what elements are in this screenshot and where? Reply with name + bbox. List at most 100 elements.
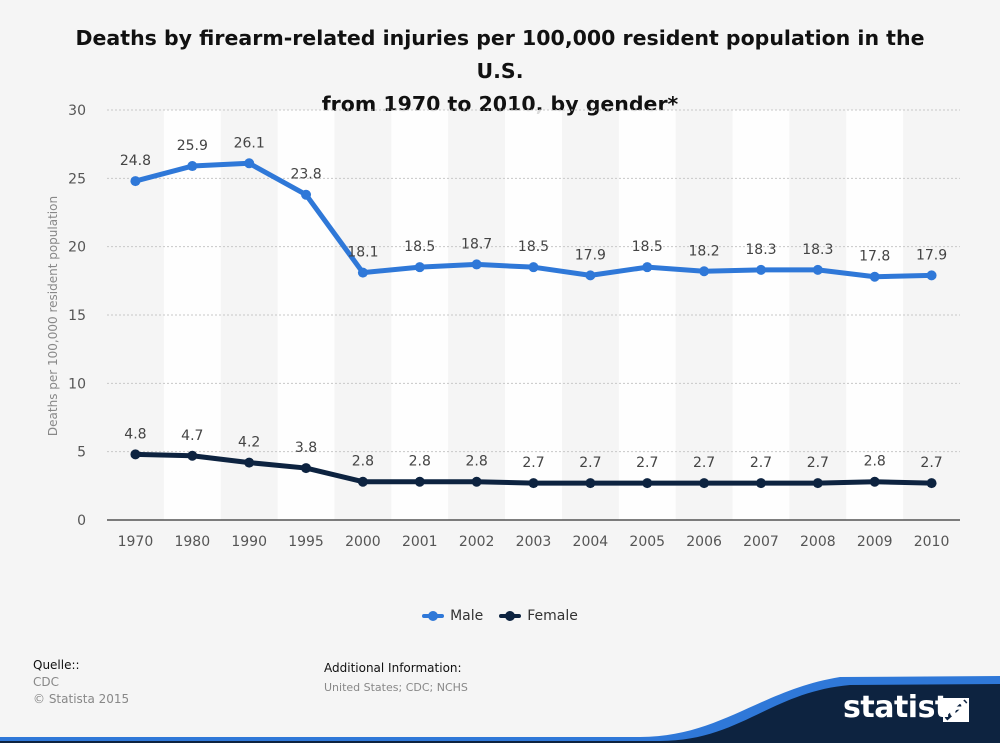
source-heading: Quelle:: xyxy=(33,658,80,672)
data-point xyxy=(699,266,710,277)
data-label: 2.8 xyxy=(352,454,374,470)
data-point xyxy=(414,262,425,273)
series-male: 24.8 25.9 26.1 23.8 18.1 18.5 18.7 18.5 17.9 18.5… xyxy=(120,135,947,282)
data-label: 2.7 xyxy=(807,455,829,471)
x-tick-label: 2005 xyxy=(629,534,665,550)
data-point xyxy=(812,264,823,275)
data-point xyxy=(130,449,141,460)
data-point xyxy=(471,259,482,270)
data-point xyxy=(585,270,596,281)
data-point xyxy=(699,478,710,489)
data-label: 18.5 xyxy=(404,239,435,255)
data-label: 18.3 xyxy=(802,242,833,258)
data-label: 24.8 xyxy=(120,153,151,169)
data-point xyxy=(301,189,312,200)
data-point xyxy=(244,457,255,468)
data-label: 2.8 xyxy=(409,454,431,470)
data-point xyxy=(187,161,198,172)
data-label: 4.7 xyxy=(181,428,203,444)
x-tick-label: 1970 xyxy=(118,534,154,550)
x-tick-label: 2006 xyxy=(686,534,722,550)
data-point xyxy=(414,476,425,487)
data-label: 4.8 xyxy=(124,426,146,442)
data-label: 18.2 xyxy=(689,243,720,259)
data-label: 2.7 xyxy=(579,455,601,471)
additional-info-heading: Additional Information: xyxy=(324,661,462,675)
data-label: 3.8 xyxy=(295,440,317,456)
data-label: 2.7 xyxy=(693,455,715,471)
y-tick-label: 0 xyxy=(77,513,86,529)
legend-item-male[interactable]: Male xyxy=(422,608,483,624)
data-label: 2.8 xyxy=(466,454,488,470)
data-point xyxy=(755,478,766,489)
additional-info-block: Additional Information: United States; C… xyxy=(324,659,468,697)
y-tick-label: 30 xyxy=(68,103,86,119)
chart-title-line-1: Deaths by firearm-related injuries per 1… xyxy=(75,26,925,83)
y-tick-label: 20 xyxy=(68,240,86,256)
data-point xyxy=(357,476,368,487)
data-point xyxy=(528,478,539,489)
data-point xyxy=(642,262,653,273)
data-point xyxy=(755,264,766,275)
x-tick-label: 2007 xyxy=(743,534,779,550)
y-tick-label: 5 xyxy=(77,445,86,461)
data-label: 18.5 xyxy=(632,239,663,255)
series-female: 4.8 4.7 4.2 3.8 2.8 2.8 2.8 2.7 2.7 2.7 2.7 2.7 2.7 2… xyxy=(124,426,943,489)
x-axis-ticks: 1970 1980 1990 1995 2000 2001 2002 2003 2004 2005… xyxy=(118,534,950,550)
legend-item-female[interactable]: Female xyxy=(499,608,578,624)
x-tick-label: 2002 xyxy=(459,534,495,550)
additional-info-text: United States; CDC; NCHS xyxy=(324,681,468,694)
data-point xyxy=(130,176,141,187)
data-label: 2.7 xyxy=(636,455,658,471)
data-label: 17.9 xyxy=(575,247,606,263)
data-point xyxy=(869,476,880,487)
data-label: 17.9 xyxy=(916,247,947,263)
legend-swatch-male xyxy=(422,609,445,623)
data-point xyxy=(642,478,653,489)
statista-logo-icon-slash xyxy=(944,699,968,721)
legend: Male Female xyxy=(0,608,1000,624)
data-point xyxy=(869,271,880,282)
y-tick-label: 25 xyxy=(68,171,86,187)
data-label: 25.9 xyxy=(177,138,208,154)
legend-label-male: Male xyxy=(450,608,484,624)
y-tick-label: 10 xyxy=(68,376,86,392)
data-label: 18.7 xyxy=(461,236,492,252)
statista-logo[interactable]: statista xyxy=(843,690,969,725)
x-tick-label: 1995 xyxy=(288,534,324,550)
data-point xyxy=(926,270,937,281)
y-axis-ticks: 0 5 10 15 20 25 30 xyxy=(68,103,86,529)
data-point xyxy=(926,478,937,489)
data-point xyxy=(585,478,596,489)
source-name[interactable]: CDC xyxy=(33,675,59,689)
x-tick-label: 2009 xyxy=(857,534,893,550)
data-point xyxy=(528,262,539,273)
data-label: 2.7 xyxy=(522,455,544,471)
legend-swatch-female xyxy=(499,609,522,623)
x-tick-label: 2004 xyxy=(573,534,609,550)
data-label: 26.1 xyxy=(234,135,265,151)
data-point xyxy=(301,463,312,474)
x-tick-label: 1980 xyxy=(174,534,210,550)
chart-title: Deaths by firearm-related injuries per 1… xyxy=(50,22,950,121)
data-label: 2.7 xyxy=(920,455,942,471)
data-label: 4.2 xyxy=(238,435,260,451)
data-label: 2.8 xyxy=(864,454,886,470)
y-tick-label: 15 xyxy=(68,308,86,324)
footer-decoration xyxy=(0,676,1000,743)
data-point xyxy=(244,158,255,169)
x-tick-label: 2008 xyxy=(800,534,836,550)
data-label: 18.1 xyxy=(347,245,378,261)
copyright: © Statista 2015 xyxy=(33,692,130,706)
data-label: 23.8 xyxy=(290,167,321,183)
x-tick-label: 2000 xyxy=(345,534,381,550)
footer-navy-swoosh xyxy=(0,684,1000,743)
data-label: 2.7 xyxy=(750,455,772,471)
data-point xyxy=(357,267,368,278)
data-label: 18.3 xyxy=(745,242,776,258)
data-point xyxy=(471,476,482,487)
x-tick-label: 1990 xyxy=(231,534,267,550)
y-axis-label: Deaths per 100,000 resident population xyxy=(46,195,60,437)
data-label: 18.5 xyxy=(518,239,549,255)
